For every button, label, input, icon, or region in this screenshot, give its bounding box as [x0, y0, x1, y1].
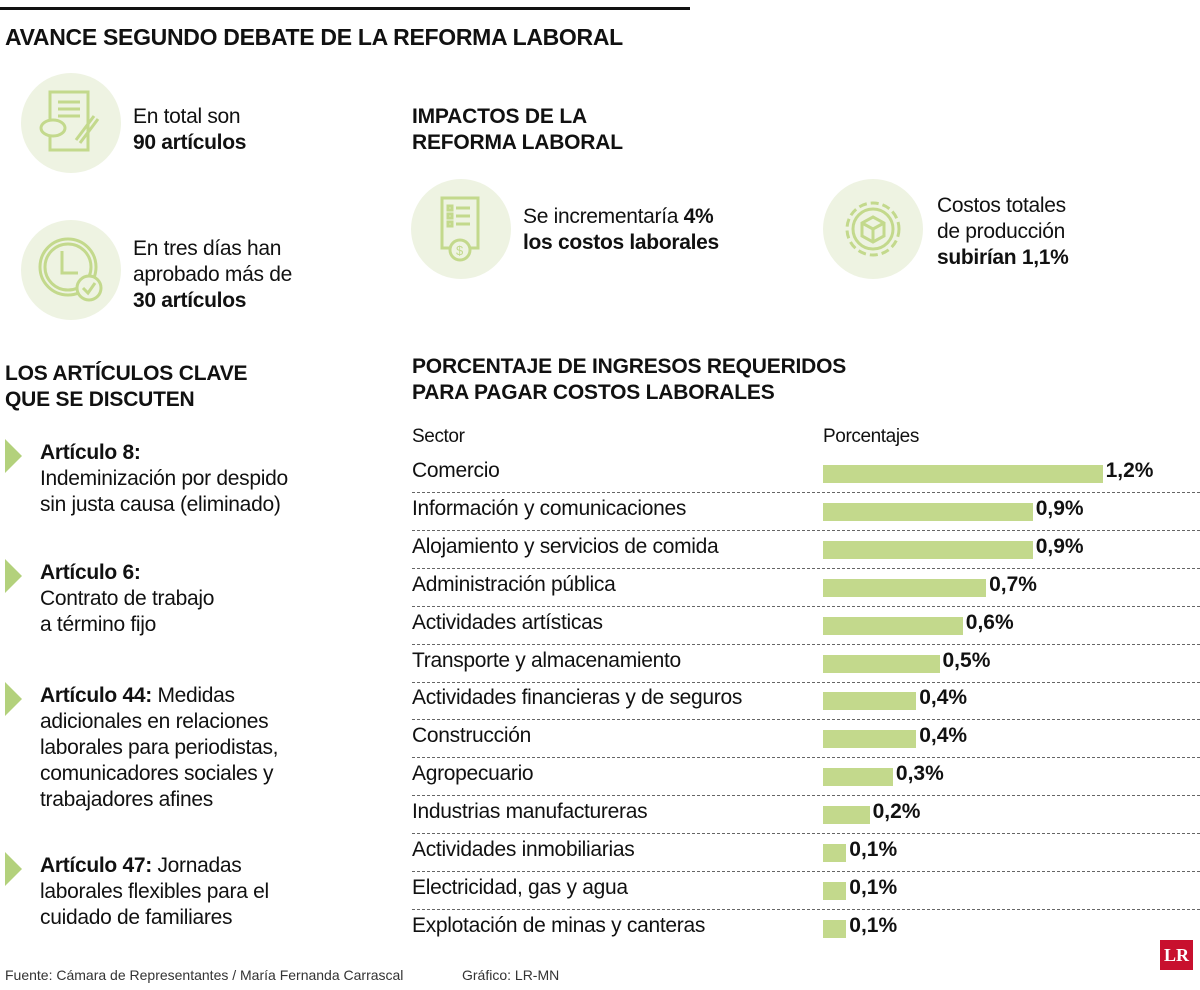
- value-label: 0,1%: [849, 838, 898, 861]
- sector-column-header: Sector: [412, 426, 465, 447]
- impact-labor-costs: Se incrementaría 4% los costos laborales: [523, 205, 719, 254]
- category-label: Agropecuario: [412, 762, 534, 786]
- category-label: Actividades inmobiliarias: [412, 838, 635, 861]
- value-label: 0,4%: [919, 724, 968, 748]
- source-note: Fuente: Cámara de Representantes / María…: [5, 967, 404, 983]
- article-bullet-icon: [5, 559, 22, 593]
- chart-row: Actividades artísticas 0,6%: [412, 607, 1200, 645]
- lr-logo: LR: [1160, 940, 1193, 970]
- stat-total-articles: En total son 90 artículos: [133, 105, 247, 154]
- chart-row: Transporte y almacenamiento 0,5%: [412, 645, 1200, 683]
- clock-check-icon: [21, 220, 121, 320]
- category-label: Transporte y almacenamiento: [412, 648, 681, 672]
- value-label: 0,6%: [965, 610, 1014, 634]
- row-divider: [412, 871, 1200, 872]
- articles-heading: LOS ARTÍCULOS CLAVE QUE SE DISCUTEN: [5, 362, 248, 411]
- category-label: Electricidad, gas y agua: [412, 875, 628, 899]
- gear-box-icon: [823, 179, 923, 279]
- bar: [823, 616, 963, 635]
- percent-column-header: Porcentajes: [823, 426, 919, 447]
- category-label: Construcción: [412, 724, 531, 748]
- bar: [823, 578, 987, 597]
- chart-row: Explotación de minas y canteras 0,1%: [412, 910, 1200, 948]
- row-divider: [412, 719, 1200, 721]
- chart-row: Industrias manufactureras 0,2%: [412, 796, 1200, 835]
- chart-row: Agropecuario 0,3%: [412, 758, 1200, 797]
- chart-row: Electricidad, gas y agua 0,1%: [412, 872, 1200, 910]
- row-divider: [412, 795, 1200, 797]
- row-divider: [412, 492, 1200, 493]
- row-divider: [412, 529, 1200, 531]
- bar: [823, 540, 1033, 559]
- row-divider: [412, 643, 1200, 645]
- article-item: Artículo 6: Contrato de trabajo a término …: [40, 561, 215, 636]
- article-item: Artículo 47: Jornadas laborales flexibles…: [40, 854, 269, 929]
- top-rule: [0, 7, 690, 10]
- value-label: 0,9%: [1035, 496, 1084, 520]
- value-label: 0,1%: [849, 875, 898, 899]
- value-label: 0,5%: [942, 648, 991, 672]
- row-divider: [412, 757, 1200, 759]
- chart-row: Información y comunicaciones 0,9%: [412, 493, 1200, 531]
- bar: [823, 919, 847, 938]
- chart-row: Actividades financieras y de seguros 0,4%: [412, 682, 1200, 721]
- chart-row: Construcción 0,4%: [412, 720, 1200, 759]
- article-item: Artículo 44: Medidas adicionales en relac…: [40, 684, 279, 811]
- bar: [823, 465, 1103, 483]
- bar: [823, 654, 940, 673]
- page-title: AVANCE SEGUNDO DEBATE DE LA REFORMA LABO…: [5, 24, 623, 50]
- value-label: 1,2%: [1105, 459, 1154, 482]
- article-bullet-icon: [5, 439, 22, 473]
- row-divider: [412, 681, 1200, 683]
- category-label: Información y comunicaciones: [412, 496, 687, 520]
- row-divider: [412, 908, 1200, 910]
- row-divider: [412, 567, 1200, 569]
- category-label: Actividades artísticas: [412, 610, 603, 634]
- chart-title: PORCENTAJE DE INGRESOS REQUERIDOS PARA PA…: [412, 355, 847, 404]
- chart-row: Actividades inmobiliarias 0,1%: [412, 834, 1200, 872]
- category-label: Comercio: [412, 459, 500, 482]
- bar: [823, 806, 870, 825]
- bar: [823, 844, 847, 862]
- value-label: 0,3%: [895, 762, 944, 786]
- chart-row: Comercio 1,2%: [412, 455, 1200, 493]
- value-label: 0,7%: [989, 572, 1037, 596]
- chart-row: Alojamiento y servicios de comida 0,9%: [412, 531, 1200, 569]
- stat-approved-articles: En tres días han aprobado más de 30 artícu…: [133, 237, 292, 312]
- value-label: 0,1%: [849, 913, 898, 937]
- bar: [823, 502, 1033, 521]
- value-label: 0,9%: [1035, 534, 1084, 558]
- article-bullet-icon: [5, 852, 22, 886]
- article-bullet-icon: [5, 682, 22, 716]
- graphic-credit: Gráfico: LR-MN: [462, 967, 560, 983]
- category-label: Explotación de minas y canteras: [412, 913, 706, 937]
- value-label: 0,2%: [872, 800, 921, 824]
- document-pen-icon: [21, 73, 121, 173]
- bar: [823, 881, 847, 900]
- svg-text:$: $: [456, 243, 464, 258]
- bar: [823, 692, 917, 711]
- category-label: Alojamiento y servicios de comida: [412, 534, 719, 558]
- value-label: 0,4%: [919, 686, 968, 710]
- bar: [823, 730, 917, 749]
- category-label: Administración pública: [412, 572, 616, 596]
- impact-production-costs: Costos totales de producción subirían 1,1%: [937, 194, 1069, 269]
- category-label: Industrias manufactureras: [412, 800, 648, 824]
- category-label: Actividades financieras y de seguros: [412, 686, 743, 710]
- impacts-heading: IMPACTOS DE LA REFORMA LABORAL: [412, 105, 623, 154]
- article-item: Artículo 8: Indeminización por despido sin…: [40, 441, 288, 516]
- row-divider: [412, 605, 1200, 607]
- bar: [823, 768, 893, 787]
- chart-row: Administración pública 0,7%: [412, 569, 1200, 607]
- row-divider: [412, 833, 1200, 835]
- invoice-dollar-icon: $: [411, 179, 511, 279]
